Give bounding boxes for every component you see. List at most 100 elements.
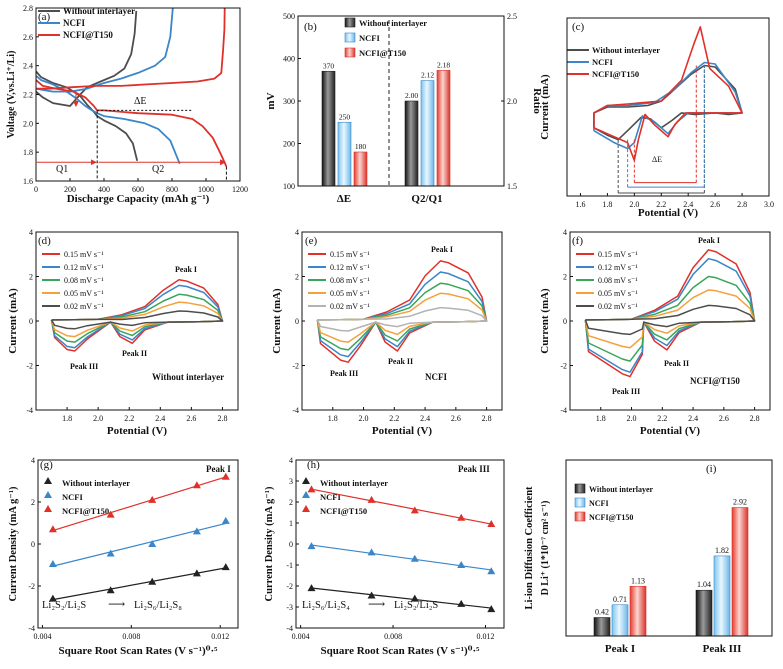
panel-b-category: Q2/Q1 xyxy=(411,193,442,205)
panel-e-ytick-label: 4 xyxy=(295,228,299,237)
panel-b-left-ytick-label: 100 xyxy=(283,182,295,191)
legend-a-item-3: NCFI@T150 xyxy=(63,30,113,40)
panel-b-bar-label: 2.12 xyxy=(421,71,434,80)
panel-e-peak-iii: Peak III xyxy=(330,369,358,378)
panel-a-ytick-label: 2.6 xyxy=(23,33,33,42)
panel-b-bar-label: 250 xyxy=(339,112,351,121)
legend-i-item-2: NCFI xyxy=(589,499,609,508)
legend-i-item-3: NCFI@T150 xyxy=(589,513,633,522)
panel-f-label: (f) xyxy=(572,235,583,247)
panel-h-ytick-label: 1 xyxy=(289,519,293,528)
legend-b-black-swatch xyxy=(344,17,356,28)
panel-h-point xyxy=(307,584,316,592)
panel-g-point xyxy=(148,495,157,503)
panel-h-xtick-label: 0.012 xyxy=(477,632,495,641)
panel-f-legend-item: 0.05 mV s⁻¹ xyxy=(598,289,638,298)
panel-g-point xyxy=(48,525,57,533)
panel-a: (a) Without interlayer NCFI NCFI@T150 ΔE… xyxy=(38,6,164,175)
panel-g-point xyxy=(148,577,157,585)
legend-b: Without interlayer NCFI NCFI@T150 xyxy=(344,17,427,58)
panel-g-xlabel: Square Root Scan Rates (V s⁻¹)⁰·⁵ xyxy=(59,645,219,657)
panel-f: (f) NCFI@T150 Peak I Peak II Peak III xyxy=(572,235,740,396)
panel-h-ytick-label: -3 xyxy=(286,603,293,612)
panel-d-xtick-label: 2.8 xyxy=(217,414,227,423)
panel-g-peak-title: Peak I xyxy=(206,464,231,474)
panel-d-legend-item: 0.12 mV s⁻¹ xyxy=(64,263,104,272)
panel-f-ylabel: Current (mA) xyxy=(539,288,551,354)
legend-a-item-1: Without interlayer xyxy=(63,6,135,16)
panel-g: (g) Peak I Without interlayer NCFI NCFI@… xyxy=(40,459,231,611)
panel-g-reaction-right: Li₂S₆/Li₂S₈ xyxy=(134,600,182,611)
panel-i-bar-label: 2.92 xyxy=(733,498,747,507)
panel-c-frame xyxy=(566,17,770,197)
legend-i-blue-swatch xyxy=(574,497,586,508)
panel-b-left-ytick-label: 200 xyxy=(283,140,295,149)
panel-b-bar xyxy=(337,121,352,187)
panel-a-ytick-label: 1.8 xyxy=(23,148,33,157)
panel-a-curve xyxy=(35,79,228,167)
panel-h-point xyxy=(487,567,496,575)
panel-h: (h) Peak III Without interlayer NCFI NCF… xyxy=(302,459,490,611)
panel-b-bar-label: 180 xyxy=(355,142,367,151)
panel-g-label: (g) xyxy=(40,459,53,471)
panel-h-point xyxy=(487,605,496,613)
panel-g-point xyxy=(192,527,201,535)
panel-f-ytick-label: -4 xyxy=(560,406,567,415)
panel-f-ytick-label: 2 xyxy=(563,273,567,282)
panel-h-ylabel: Current Density (mA g⁻¹) xyxy=(264,486,275,601)
panel-c-xtick-label: 1.6 xyxy=(575,200,585,209)
panel-a-ytick-label: 2.2 xyxy=(23,91,33,100)
panel-d-legend-item: 0.15 mV s⁻¹ xyxy=(64,250,104,259)
panel-h-point xyxy=(367,495,376,503)
panel-g-ylabel: Current Density (mA g⁻¹) xyxy=(8,486,19,601)
panel-b-category: ΔE xyxy=(337,193,351,205)
panel-i-bar-label: 1.13 xyxy=(631,576,645,585)
panel-c: (c) Without interlayer NCFI NCFI@T150 ΔE xyxy=(567,21,662,164)
panel-i-bar-label: 0.71 xyxy=(613,595,627,604)
panel-g-point xyxy=(148,540,157,547)
panel-e-ylabel: Current (mA) xyxy=(271,288,283,354)
panel-e-ytick-label: 0 xyxy=(295,317,299,326)
panel-a-xtick-label: 600 xyxy=(132,185,144,194)
panel-b-left-ytick-label: 400 xyxy=(283,55,295,64)
panel-h-ytick-label: 3 xyxy=(289,477,293,486)
panel-g-legend-marker xyxy=(44,491,52,498)
panel-e-ytick-label: -4 xyxy=(292,406,299,415)
panel-f-peak-iii: Peak III xyxy=(612,387,640,396)
panel-e-ytick-label: 2 xyxy=(295,273,299,282)
panel-a-ytick-label: 1.6 xyxy=(23,177,33,186)
legend-b-red-swatch xyxy=(344,47,356,58)
panel-d-ytick-label: -2 xyxy=(26,362,33,371)
legend-b-item-2: NCFI xyxy=(359,33,380,43)
panel-d-peak-i: Peak I xyxy=(175,265,197,274)
panel-i-bar xyxy=(593,617,611,637)
panel-a-xtick-label: 1000 xyxy=(198,185,214,194)
panel-g-point xyxy=(221,563,230,571)
panel-h-label: (h) xyxy=(307,459,320,471)
panel-a-curve xyxy=(35,70,139,162)
panel-e-ytick-label: -2 xyxy=(292,362,299,371)
panel-f-xtick-label: 2.6 xyxy=(719,414,729,423)
panel-e-label: (e) xyxy=(305,235,318,247)
panel-e-peak-i: Peak I xyxy=(431,245,453,254)
panel-b-bar xyxy=(420,80,435,187)
panel-f-peak-i: Peak I xyxy=(698,236,720,245)
panel-g-point xyxy=(106,510,115,518)
legend-i-red-swatch xyxy=(574,511,586,522)
panel-g-xtick-label: 0.008 xyxy=(122,632,140,641)
panel-g-ytick-label: -2 xyxy=(28,582,35,591)
panel-d-xtick-label: 2.0 xyxy=(93,414,103,423)
panel-h-legend-marker xyxy=(302,505,310,512)
panel-a-delta-e: ΔE xyxy=(134,96,147,107)
panel-f-peak-ii: Peak II xyxy=(664,359,689,368)
panel-i: (i) Without interlayer NCFI NCFI@T150 xyxy=(574,463,717,522)
panel-c-xtick-label: 2.4 xyxy=(683,200,693,209)
panel-b-right-ytick-label: 2.0 xyxy=(507,97,517,106)
panel-b-ylabel-left: mV xyxy=(265,92,277,109)
panel-e-legend-item: 0.02 mV s⁻¹ xyxy=(330,302,370,311)
panel-g-point xyxy=(106,586,115,594)
panel-g-ytick-label: 2 xyxy=(31,498,35,507)
panel-g-xtick-label: 0.004 xyxy=(33,632,51,641)
panel-d-ylabel: Current (mA) xyxy=(7,288,19,354)
panel-f-legend-item: 0.12 mV s⁻¹ xyxy=(598,263,638,272)
